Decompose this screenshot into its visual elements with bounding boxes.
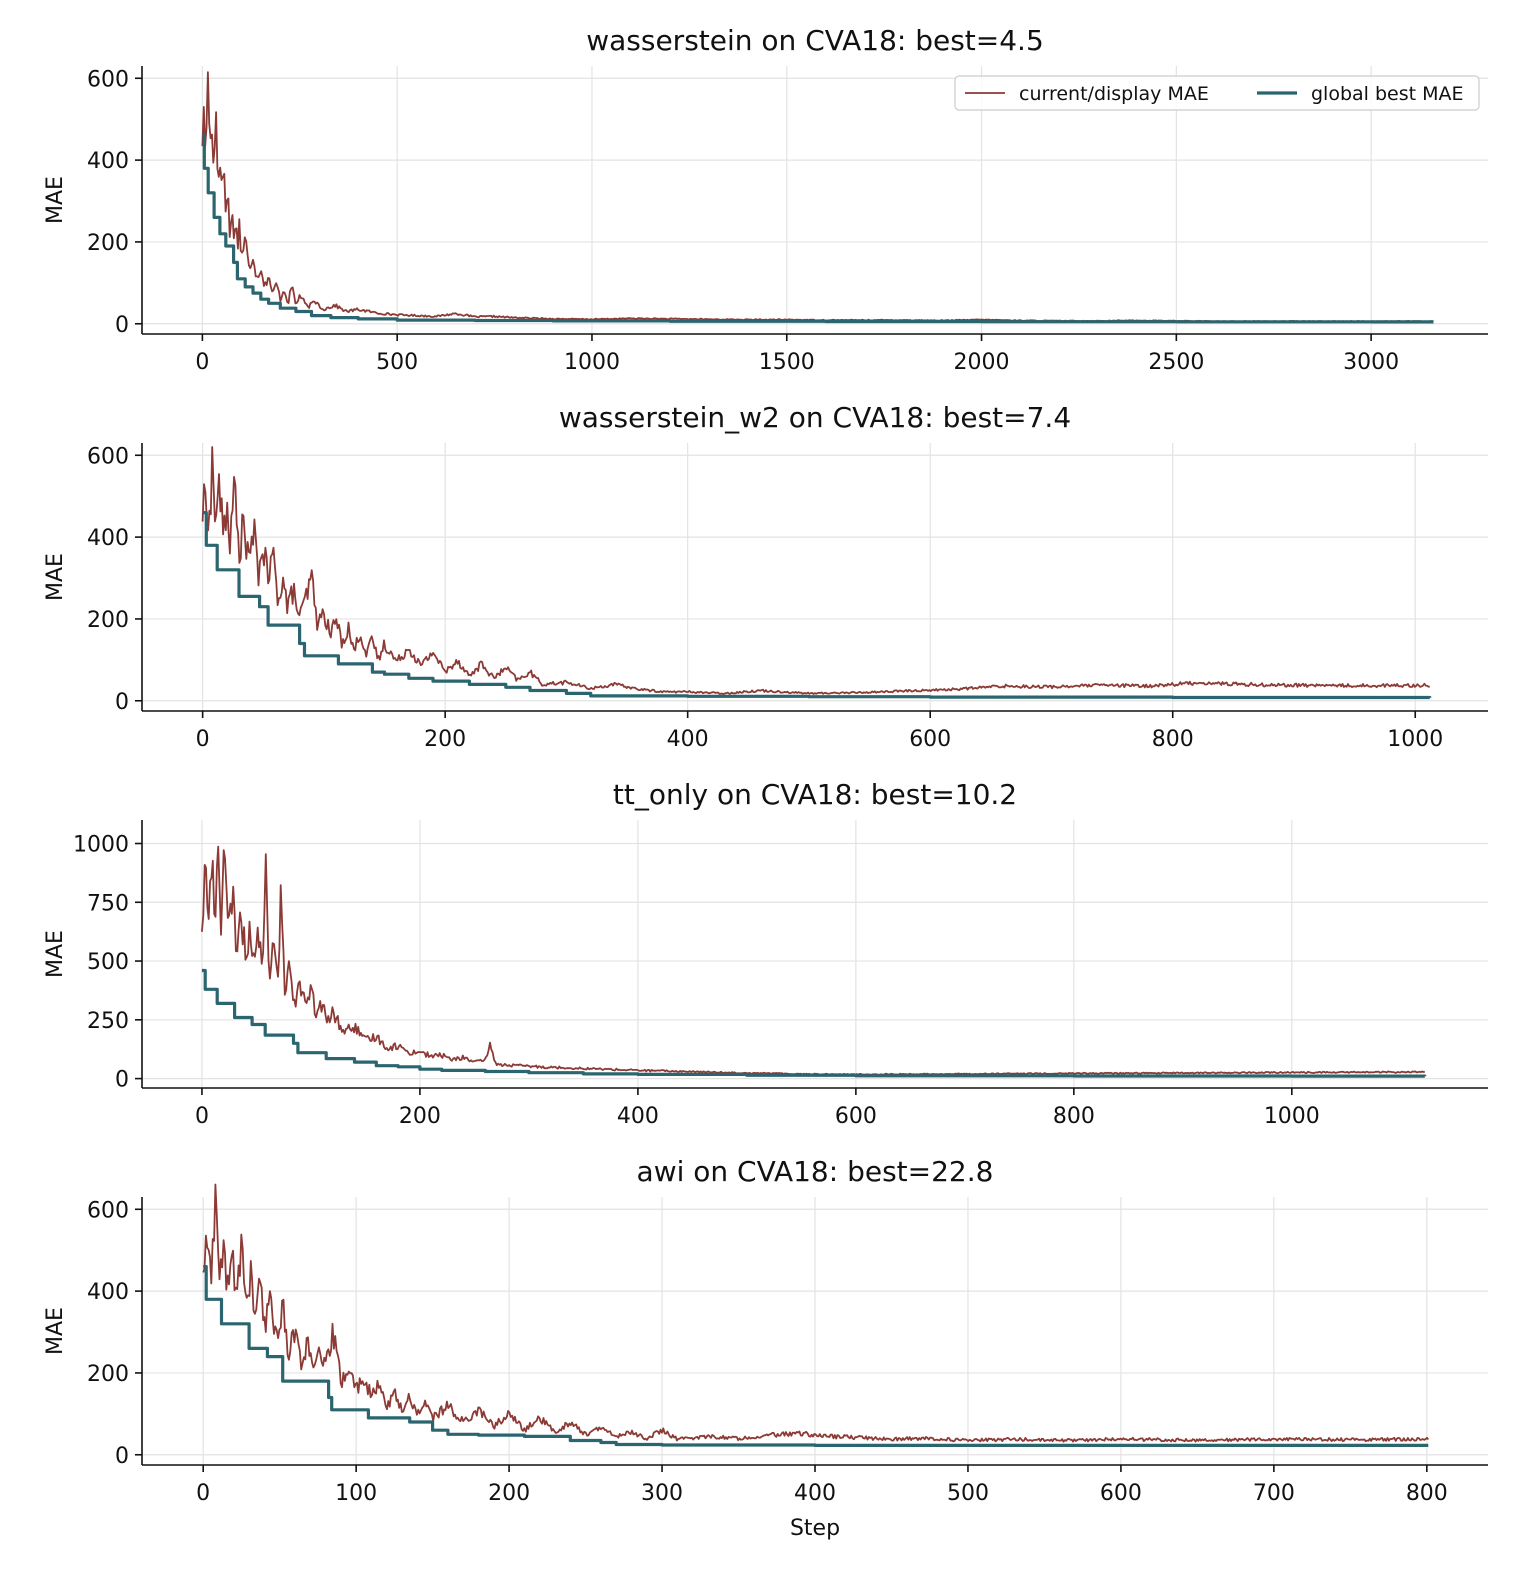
x-tick-label: 600 xyxy=(909,727,951,752)
x-tick-label: 600 xyxy=(1100,1481,1142,1506)
y-axis-label: MAE xyxy=(43,553,68,601)
y-tick-label: 200 xyxy=(87,231,129,256)
legend: current/display MAE global best MAE xyxy=(954,75,1480,111)
chart-title: wasserstein_w2 on CVA18: best=7.4 xyxy=(559,401,1071,434)
x-tick-label: 1000 xyxy=(1264,1104,1320,1129)
y-tick-label: 0 xyxy=(115,313,129,338)
y-axis-label: MAE xyxy=(43,930,68,978)
global-best-line xyxy=(203,1265,1429,1447)
x-tick-label: 500 xyxy=(947,1481,989,1506)
x-tick-label: 800 xyxy=(1152,727,1194,752)
x-tick-label: 800 xyxy=(1406,1481,1448,1506)
y-tick-label: 1000 xyxy=(73,833,129,858)
y-tick-label: 200 xyxy=(87,608,129,633)
legend-entry: current/display MAE xyxy=(1019,83,1209,105)
y-tick-label: 200 xyxy=(87,1362,129,1387)
chart-title: awi on CVA18: best=22.8 xyxy=(637,1155,994,1188)
y-tick-label: 750 xyxy=(87,891,129,916)
chart-title: tt_only on CVA18: best=10.2 xyxy=(613,778,1017,811)
y-tick-label: 600 xyxy=(87,1198,129,1223)
x-tick-label: 500 xyxy=(376,350,418,375)
y-tick-label: 600 xyxy=(87,444,129,469)
x-tick-label: 400 xyxy=(794,1481,836,1506)
y-tick-label: 400 xyxy=(87,1280,129,1305)
x-tick-label: 0 xyxy=(196,1481,210,1506)
global-best-line xyxy=(201,968,1427,1078)
current-display-line xyxy=(202,1183,1430,1443)
x-tick-label: 700 xyxy=(1253,1481,1295,1506)
chart-panel-2: wasserstein_w2 on CVA18: best=7.4 0 200 400… xyxy=(43,401,1488,752)
x-tick-label: 1500 xyxy=(759,350,815,375)
x-tick-label: 1000 xyxy=(564,350,620,375)
y-tick-label: 400 xyxy=(87,526,129,551)
chart-title: wasserstein on CVA18: best=4.5 xyxy=(586,24,1044,57)
chart-panel-4: awi on CVA18: best=22.8 0 100 200 300 400 500 6… xyxy=(43,1155,1488,1541)
y-tick-label: 0 xyxy=(115,690,129,715)
global-best-line xyxy=(202,134,1434,324)
x-tick-label: 800 xyxy=(1053,1104,1095,1129)
chart-panel-1: wasserstein on CVA18: best=4.5 0 500 1000 15… xyxy=(43,24,1488,375)
y-tick-label: 500 xyxy=(87,950,129,975)
x-tick-label: 2500 xyxy=(1148,350,1204,375)
y-tick-label: 0 xyxy=(115,1444,129,1469)
x-tick-label: 1000 xyxy=(1387,727,1443,752)
x-tick-label: 2000 xyxy=(954,350,1010,375)
y-axis-label: MAE xyxy=(43,176,68,224)
chart-panel-3: tt_only on CVA18: best=10.2 0 200 400 600 800… xyxy=(43,778,1488,1129)
x-tick-label: 0 xyxy=(195,350,209,375)
y-tick-label: 400 xyxy=(87,149,129,174)
x-tick-label: 3000 xyxy=(1343,350,1399,375)
x-tick-label: 200 xyxy=(424,727,466,752)
x-tick-label: 200 xyxy=(488,1481,530,1506)
legend-box xyxy=(954,75,1480,111)
x-tick-label: 300 xyxy=(641,1481,683,1506)
y-tick-label: 600 xyxy=(87,67,129,92)
x-tick-label: 400 xyxy=(617,1104,659,1129)
y-tick-label: 250 xyxy=(87,1009,129,1034)
x-tick-label: 200 xyxy=(399,1104,441,1129)
y-tick-label: 0 xyxy=(115,1068,129,1093)
legend-entry: global best MAE xyxy=(1311,83,1464,105)
x-tick-label: 0 xyxy=(195,1104,209,1129)
x-axis-label: Step xyxy=(790,1516,840,1541)
x-tick-label: 600 xyxy=(835,1104,877,1129)
y-axis-label: MAE xyxy=(43,1307,68,1355)
x-tick-label: 100 xyxy=(335,1481,377,1506)
x-tick-label: 400 xyxy=(667,727,709,752)
current-display-line xyxy=(201,446,1430,696)
global-best-line xyxy=(202,511,1432,700)
x-tick-label: 0 xyxy=(196,727,210,752)
